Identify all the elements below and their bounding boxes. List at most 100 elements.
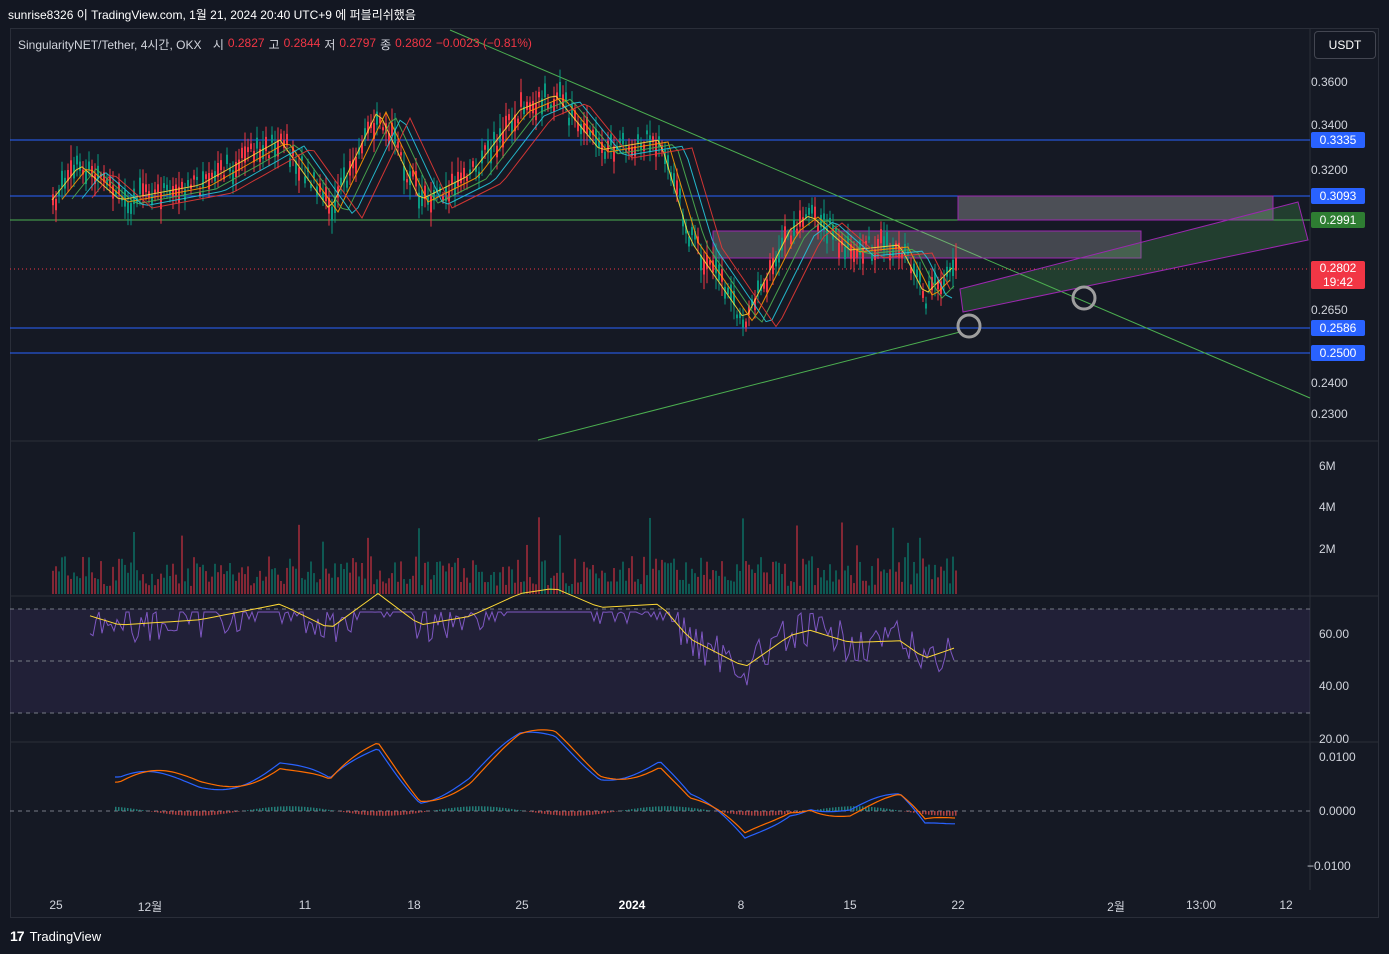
candle-body: [172, 186, 174, 197]
macd-histogram-bar: [703, 809, 705, 811]
volume-bar: [475, 564, 477, 594]
volume-bar: [604, 572, 606, 594]
macd-histogram-bar: [538, 811, 540, 814]
volume-bar: [682, 579, 684, 594]
macd-histogram-bar: [304, 806, 306, 811]
macd-histogram-bar: [841, 806, 843, 811]
volume-bar: [313, 573, 315, 594]
macd-histogram-bar: [259, 808, 261, 811]
level-badge-2586[interactable]: 0.2586: [1311, 320, 1365, 336]
candle-body: [274, 143, 276, 157]
macd-histogram-bar: [610, 811, 612, 813]
level-badge-3093[interactable]: 0.3093: [1311, 188, 1365, 204]
volume-bar: [136, 570, 138, 594]
candle-body: [124, 190, 126, 207]
volume-bar: [658, 570, 660, 594]
candle-body: [256, 137, 258, 149]
volume-bar: [529, 577, 531, 594]
volume-bar: [616, 581, 618, 594]
level-badge-2991[interactable]: 0.2991: [1311, 212, 1365, 228]
macd-histogram-bar: [397, 811, 399, 816]
candle-body: [310, 183, 312, 189]
candle-body: [79, 161, 81, 171]
volume-bar: [577, 582, 579, 594]
macd-histogram-bar: [124, 807, 126, 811]
macd-histogram-bar: [388, 811, 390, 816]
macd-histogram-bar: [535, 811, 537, 813]
volume-bar: [424, 562, 426, 594]
macd-histogram-bar: [157, 811, 159, 813]
volume-bar: [202, 564, 204, 594]
volume-bar: [454, 562, 456, 594]
volume-bar: [190, 585, 192, 594]
macd-histogram-bar: [283, 806, 285, 811]
candle-body: [160, 192, 162, 210]
volume-bar: [859, 561, 861, 594]
level-badge-2500[interactable]: 0.2500: [1311, 345, 1365, 361]
volume-bar: [307, 571, 309, 594]
macd-histogram-bar: [367, 811, 369, 816]
volume-bar: [826, 580, 828, 594]
volume-bar: [262, 580, 264, 594]
volume-bar: [193, 557, 195, 594]
macd-histogram-bar: [424, 811, 426, 812]
candle-body: [886, 232, 888, 247]
macd-histogram-bar: [532, 811, 534, 813]
volume-bar: [97, 579, 99, 594]
candle-body: [733, 290, 735, 306]
rsi-tick: 40.00: [1319, 679, 1350, 693]
macd-histogram-bar: [697, 808, 699, 811]
macd-histogram-bar: [301, 806, 303, 811]
candle-body: [346, 180, 348, 188]
candle-body: [817, 224, 819, 232]
macd-histogram-bar: [319, 808, 321, 811]
candle-body: [298, 167, 300, 181]
symbol-name[interactable]: SingularityNET/Tether, 4시간, OKX: [18, 38, 202, 52]
moving-average-line: [91, 103, 951, 328]
volume-bar: [757, 564, 759, 594]
macd-histogram-bar: [865, 806, 867, 811]
candle-body: [88, 161, 90, 170]
volume-bar: [523, 581, 525, 594]
candle-body: [904, 243, 906, 254]
candle-body: [688, 236, 690, 247]
volume-bar: [94, 578, 96, 594]
candle-body: [565, 92, 567, 102]
candle-body: [682, 214, 684, 227]
macd-histogram-bar: [913, 811, 915, 813]
current-price: 0.2802: [1319, 261, 1357, 275]
volume-bar: [553, 575, 555, 594]
volume-bar: [91, 572, 93, 594]
volume-bar: [478, 571, 480, 594]
candle-body: [502, 131, 504, 148]
tradingview-footer[interactable]: 17 TradingView: [10, 928, 101, 944]
candle-body: [730, 284, 732, 301]
volume-bar: [655, 558, 657, 594]
volume-bar: [148, 585, 150, 594]
candle-body: [604, 151, 606, 159]
candle-body: [286, 133, 288, 146]
volume-bar: [697, 576, 699, 594]
currency-button[interactable]: USDT: [1314, 31, 1376, 59]
candle-body: [235, 161, 237, 178]
candle-body: [163, 183, 165, 189]
candle-body: [607, 140, 609, 152]
macd-histogram-bar: [748, 811, 750, 816]
volume-bar: [571, 584, 573, 594]
level-badge-3335[interactable]: 0.3335: [1311, 132, 1365, 148]
candle-body: [238, 159, 240, 171]
macd-histogram-bar: [595, 811, 597, 815]
volume-bar: [301, 578, 303, 594]
macd-histogram-bar: [142, 810, 144, 811]
macd-histogram-bar: [130, 808, 132, 811]
macd-histogram-bar: [472, 806, 474, 811]
macd-histogram-bar: [172, 811, 174, 815]
candle-body: [784, 226, 786, 243]
macd-histogram-bar: [745, 811, 747, 816]
candle-body: [295, 160, 297, 174]
time-label-year: 2024: [618, 898, 646, 912]
candle-body: [355, 156, 357, 174]
volume-bar: [949, 583, 951, 594]
price-tick: 0.2650: [1311, 303, 1348, 317]
